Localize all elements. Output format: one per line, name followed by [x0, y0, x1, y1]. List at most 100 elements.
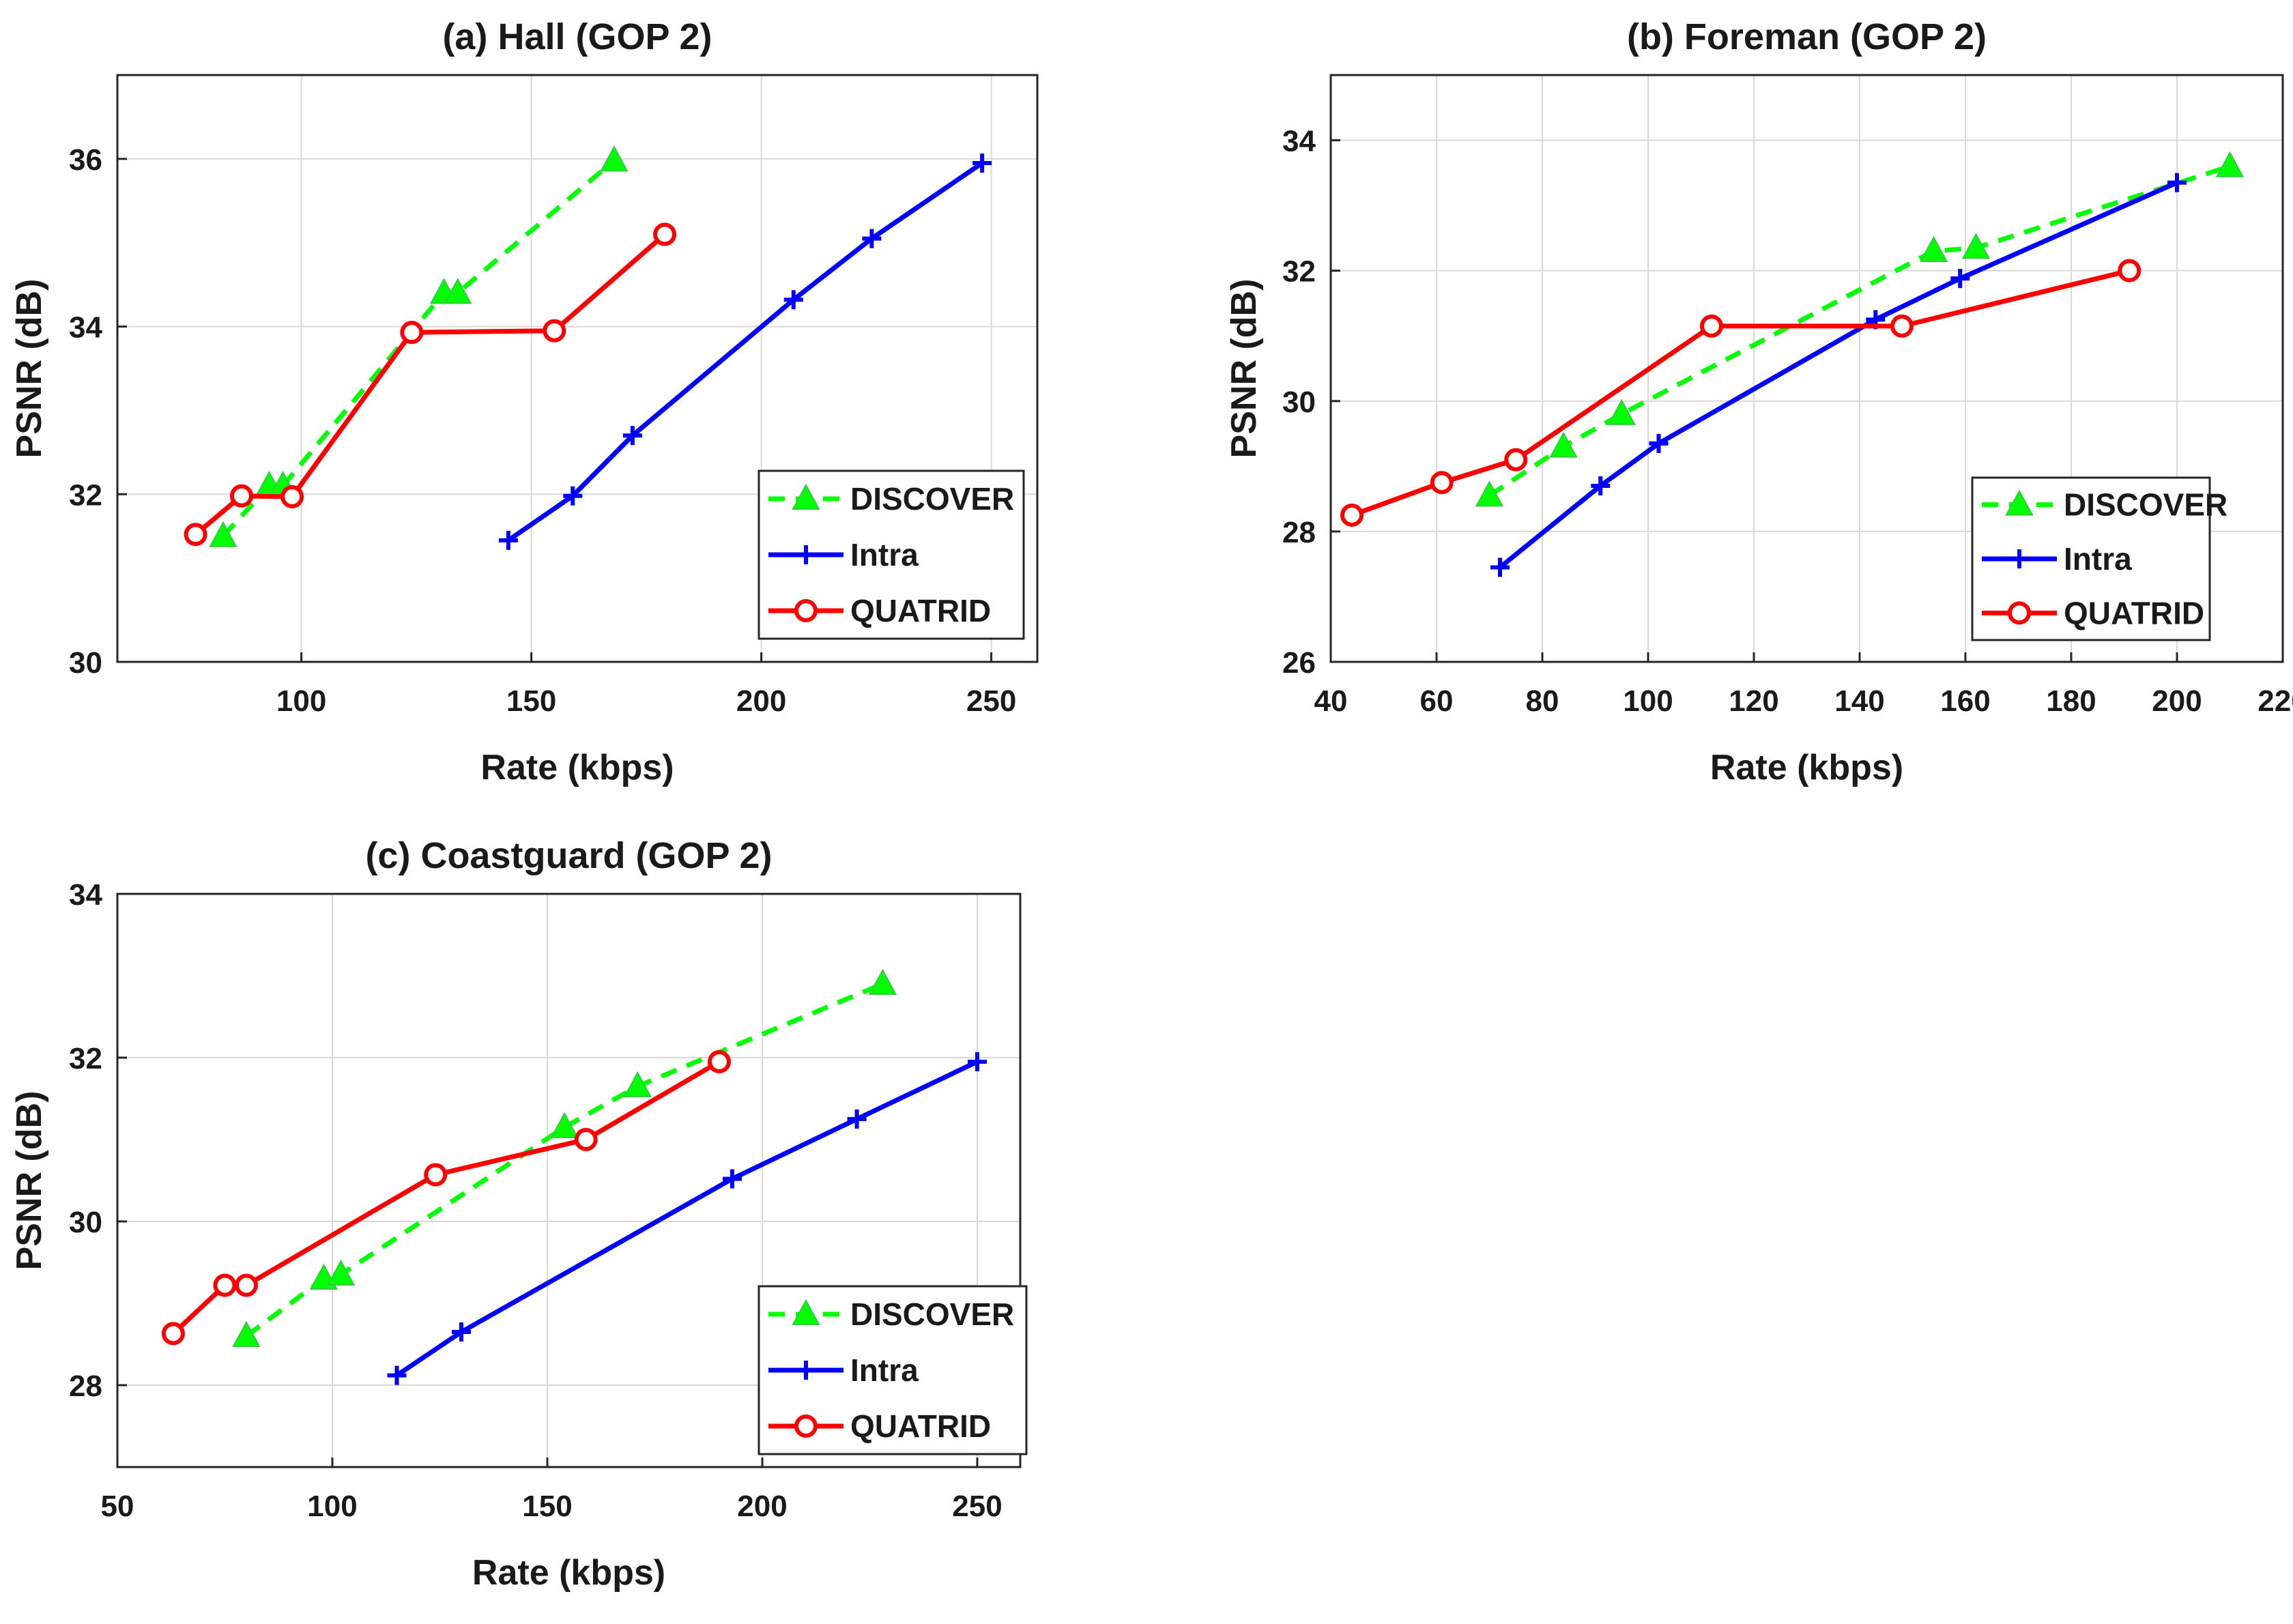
data-point [161, 1322, 185, 1346]
data-point [1504, 448, 1528, 472]
chart-2: 40 60 80 100 120 140 160 180 200 220 26 28 30 32 34 (b)… [1224, 16, 2293, 787]
plot-area [116, 74, 1039, 663]
series-line [244, 981, 884, 1338]
series-intra [498, 154, 992, 550]
data-point [1890, 314, 1914, 338]
data-point [498, 530, 518, 550]
data-point [235, 1273, 258, 1297]
legend: DISCOVER Intra QUATRID [758, 1285, 1028, 1455]
y-tick-label: 30 [1282, 386, 1316, 419]
data-point [229, 484, 253, 508]
plot-area [1329, 74, 2284, 663]
legend-marker [796, 1361, 816, 1380]
data-point [1475, 480, 1504, 507]
data-point [868, 968, 897, 995]
x-tick-label: 150 [522, 1490, 572, 1523]
data-point [1649, 433, 1669, 453]
data-point [2215, 151, 2245, 177]
chart-title: (a) Hall (GOP 2) [442, 16, 712, 57]
legend-marker [2005, 489, 2034, 516]
x-tick-label: 100 [276, 684, 326, 718]
chart-title: (b) Foreman (GOP 2) [1627, 16, 1987, 57]
x-tick-label: 50 [101, 1490, 134, 1523]
data-point [563, 486, 583, 506]
x-tick-label: 160 [1940, 684, 1990, 718]
series-line [1351, 268, 2131, 518]
legend-marker [792, 483, 820, 510]
y-tick-label: 32 [69, 1042, 102, 1075]
legend-marker [2010, 549, 2029, 568]
legend: DISCOVER Intra QUATRID [758, 469, 1025, 640]
data-point [326, 1259, 356, 1286]
data-point [452, 1322, 471, 1342]
x-tick-label: 200 [2152, 684, 2202, 718]
x-tick-label: 140 [1834, 684, 1884, 718]
legend: DISCOVER Intra QUATRID [1971, 476, 2227, 641]
chart-3: 50 100 150 200 250 28 30 32 34 (c) Coastguard (GO… [10, 835, 1028, 1593]
y-tick-label: 30 [69, 646, 102, 680]
data-point [209, 521, 237, 547]
y-tick-label: 28 [1282, 516, 1316, 549]
y-axis-label: PSNR (dB) [10, 279, 49, 459]
data-point [600, 145, 629, 172]
y-axis-label: PSNR (dB) [10, 1091, 49, 1271]
legend-label: DISCOVER [850, 481, 1014, 517]
legend-marker [792, 1299, 820, 1325]
series-line [506, 161, 984, 542]
x-axis-label: Rate (kbps) [480, 748, 674, 787]
data-point [622, 426, 642, 446]
x-tick-label: 180 [2046, 684, 2096, 718]
x-tick-label: 120 [1729, 684, 1778, 718]
legend-label: DISCOVER [850, 1296, 1014, 1332]
series-intra [387, 1052, 987, 1385]
data-point [280, 484, 304, 508]
x-tick-label: 250 [952, 1490, 1002, 1523]
data-point [1961, 233, 1991, 259]
series-quatrid [184, 222, 677, 547]
data-point [653, 222, 677, 246]
y-tick-label: 26 [1282, 646, 1316, 680]
data-point [708, 1050, 731, 1073]
x-axis-label: Rate (kbps) [472, 1553, 665, 1593]
data-point [387, 1365, 407, 1385]
series-intra [1490, 173, 2187, 577]
series-quatrid [161, 1050, 731, 1346]
data-point [213, 1273, 237, 1297]
y-tick-label: 30 [69, 1206, 102, 1239]
legend-label: Intra [850, 1352, 919, 1388]
data-point [574, 1128, 598, 1151]
data-point [232, 1320, 261, 1347]
data-point [444, 278, 472, 304]
x-tick-label: 40 [1314, 684, 1348, 718]
series-line [171, 1059, 721, 1335]
legend-marker [794, 599, 818, 622]
y-tick-label: 34 [1282, 125, 1316, 158]
series-discover [1475, 151, 2245, 507]
legend-label: QUATRID [850, 1408, 991, 1444]
data-point [972, 154, 992, 173]
x-tick-label: 150 [506, 684, 556, 718]
series-line [1488, 164, 2231, 498]
chart-1: 100 150 200 250 30 32 34 36 (a) Hall (GOP 2) Rate… [10, 16, 1039, 787]
data-point [1591, 476, 1611, 495]
y-tick-label: 32 [69, 478, 102, 512]
x-tick-label: 200 [737, 1490, 787, 1523]
data-point [424, 1163, 448, 1187]
series-line [1498, 180, 2178, 570]
series-quatrid [1340, 259, 2141, 527]
x-tick-label: 60 [1420, 684, 1454, 718]
x-tick-label: 80 [1526, 684, 1559, 718]
data-point [1607, 398, 1636, 425]
series-discover [232, 968, 897, 1347]
data-point [783, 290, 803, 310]
data-point [862, 229, 882, 248]
legend-marker [794, 1415, 818, 1438]
data-point [1490, 557, 1510, 577]
legend-marker [796, 545, 816, 564]
legend-label: QUATRID [850, 593, 991, 628]
data-point [722, 1169, 742, 1189]
data-point [400, 321, 424, 345]
data-point [847, 1110, 867, 1129]
x-tick-label: 100 [1623, 684, 1673, 718]
